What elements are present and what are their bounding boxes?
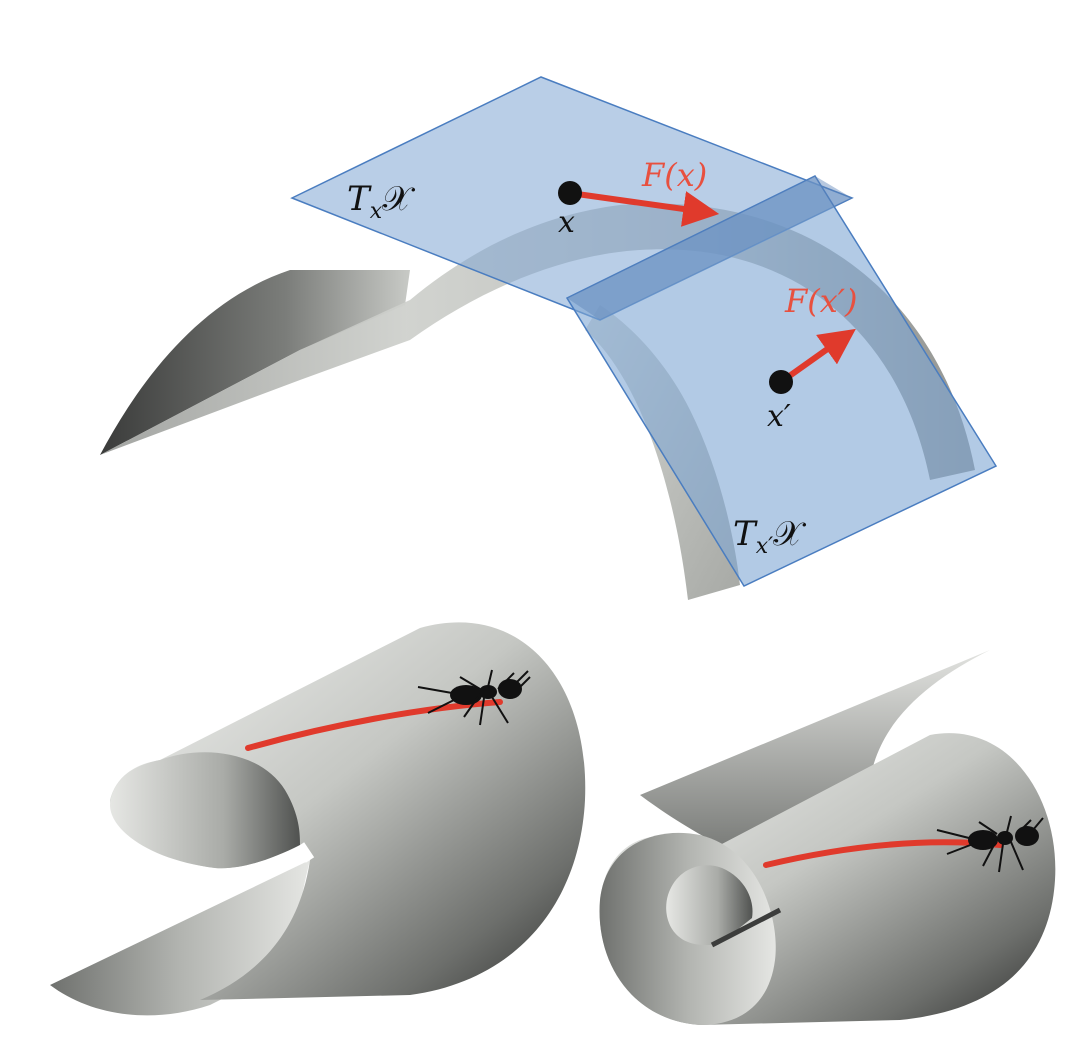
cylinder-opening-right bbox=[666, 865, 753, 945]
ant-icon bbox=[417, 669, 531, 726]
cylinder-body-left bbox=[110, 622, 586, 1000]
point-xprime bbox=[769, 370, 793, 394]
label-vector-xprime: F(x′) bbox=[784, 282, 857, 320]
label-point-xprime: x′ bbox=[767, 399, 791, 434]
vector-arrow-xprime bbox=[779, 328, 856, 385]
label-tangent-space-x: Tx𝒳 bbox=[347, 179, 415, 224]
geodesic-path-left bbox=[245, 699, 503, 751]
plane-overlap bbox=[567, 176, 852, 320]
rolled-sheet-right bbox=[599, 650, 1056, 1025]
cylinder-slit-right bbox=[710, 907, 782, 948]
arch-inner-face bbox=[100, 270, 410, 455]
label-point-x: x bbox=[558, 205, 575, 240]
sheet-flap-right bbox=[640, 650, 990, 845]
label-tangent-space-xprime: Tx′𝒳 bbox=[733, 514, 806, 559]
cylinder-opening-left bbox=[110, 752, 300, 869]
label-vector-x: F(x) bbox=[641, 156, 707, 194]
vector-arrow-x bbox=[569, 190, 720, 227]
cylinder-slit-left bbox=[295, 842, 315, 863]
rolled-sheet-left bbox=[50, 622, 586, 1016]
ant-icon bbox=[936, 815, 1044, 873]
point-x bbox=[558, 181, 582, 205]
